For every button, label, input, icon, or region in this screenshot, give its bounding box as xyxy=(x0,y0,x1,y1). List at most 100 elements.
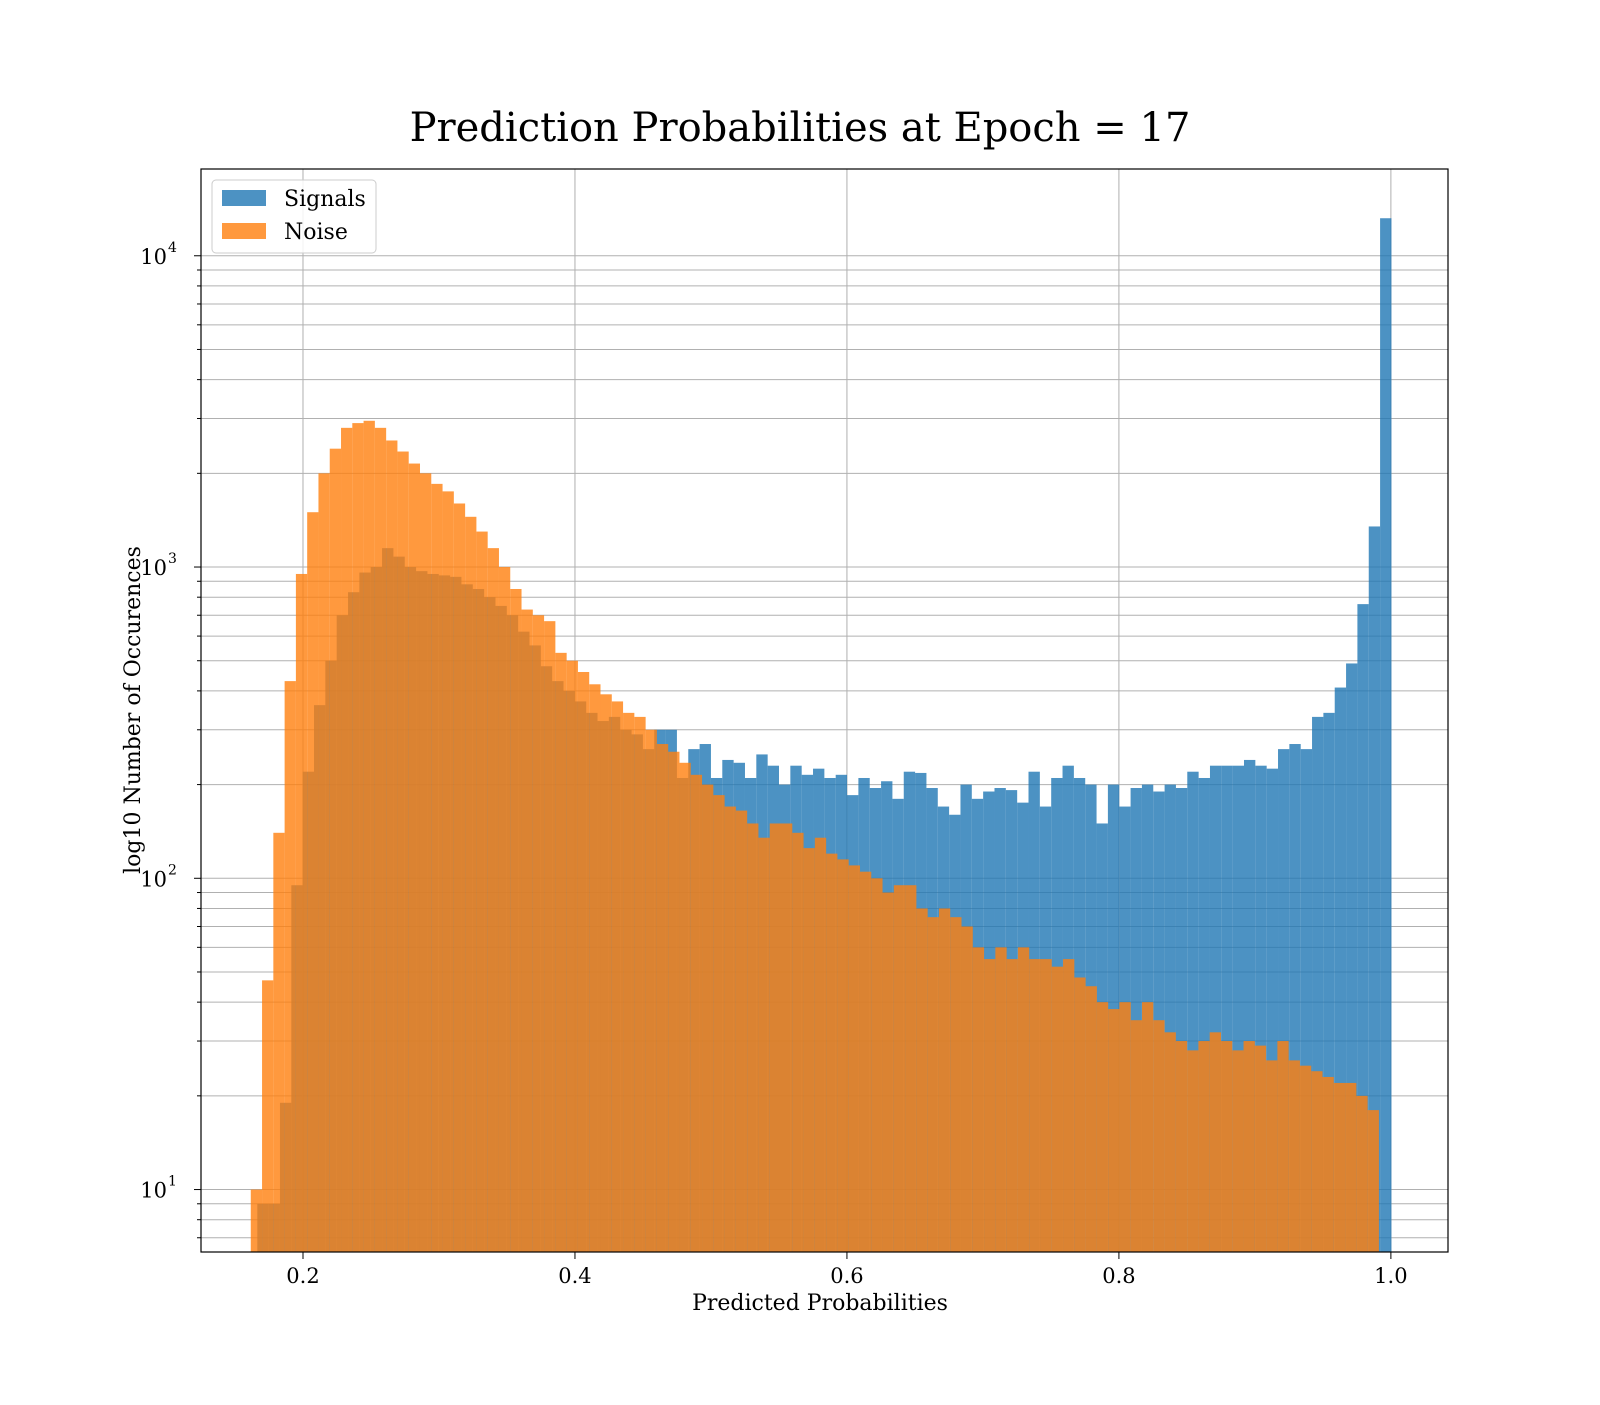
legend-label-noise: Noise xyxy=(284,220,348,245)
plot-frame xyxy=(200,168,1449,1253)
bar-noise xyxy=(645,729,657,1252)
bar-noise xyxy=(465,516,477,1252)
bar-signals xyxy=(1243,759,1256,1252)
bar-noise xyxy=(984,959,996,1252)
bar-noise xyxy=(1322,1076,1334,1252)
bar-noise xyxy=(487,548,499,1252)
y-tick-label-exponent: 2 xyxy=(168,862,177,878)
bar-noise xyxy=(1153,1020,1165,1252)
bar-signals xyxy=(1289,744,1301,1252)
bar-signals xyxy=(1255,765,1267,1252)
bar-noise xyxy=(341,427,353,1252)
bar-noise xyxy=(803,848,815,1252)
legend-swatch-signals xyxy=(222,190,266,206)
bar-noise xyxy=(1232,1050,1244,1252)
bar-noise xyxy=(1017,947,1030,1252)
bar-noise xyxy=(679,762,691,1252)
bar-noise xyxy=(1209,1032,1221,1252)
bar-noise xyxy=(1119,1002,1131,1252)
bar-noise xyxy=(363,420,375,1252)
bar-noise xyxy=(950,917,962,1252)
chart-title: Prediction Probabilities at Epoch = 17 xyxy=(410,105,1191,151)
bar-signals xyxy=(1312,716,1324,1252)
x-axis-label: Predicted Probabilities xyxy=(692,1291,948,1316)
bar-noise xyxy=(476,531,488,1252)
bar-noise xyxy=(1096,1002,1109,1252)
bar-noise xyxy=(713,795,725,1252)
bar-signals xyxy=(1334,687,1347,1252)
y-tick-label-exponent: 3 xyxy=(168,551,177,567)
bar-noise xyxy=(1243,1041,1255,1252)
bar-noise xyxy=(1175,1041,1188,1252)
bar-noise xyxy=(814,837,827,1252)
bar-noise xyxy=(690,774,703,1252)
bar-noise xyxy=(634,716,646,1252)
bar-noise xyxy=(318,473,330,1252)
bar-signals xyxy=(1187,771,1199,1252)
bar-noise xyxy=(374,427,387,1252)
bar-noise xyxy=(442,491,454,1252)
bar-noise xyxy=(566,660,578,1252)
bar-noise xyxy=(1006,959,1018,1252)
bar-noise xyxy=(1029,959,1041,1252)
bar-noise xyxy=(262,980,274,1252)
bar-noise xyxy=(1142,1002,1154,1252)
bar-noise xyxy=(386,440,398,1252)
bar-noise xyxy=(1299,1065,1312,1252)
bar-signals xyxy=(1357,604,1369,1252)
bar-noise xyxy=(1254,1045,1267,1252)
bar-signals xyxy=(1278,749,1290,1252)
bar-noise xyxy=(781,823,793,1252)
bar-noise xyxy=(611,701,624,1252)
bar-noise xyxy=(724,806,736,1252)
bar-noise xyxy=(1074,977,1086,1252)
y-tick-label: 10 xyxy=(140,1179,167,1203)
bar-noise xyxy=(510,588,522,1252)
y-tick-label: 10 xyxy=(140,245,167,269)
bar-noise xyxy=(589,684,601,1252)
bar-noise xyxy=(1040,959,1052,1252)
bar-noise xyxy=(656,744,669,1252)
bar-noise xyxy=(623,712,635,1252)
bar-noise xyxy=(792,832,804,1252)
bar-noise xyxy=(307,512,319,1252)
bar-noise xyxy=(419,473,432,1252)
bar-noise xyxy=(544,621,556,1252)
bar-signals xyxy=(1232,765,1244,1252)
bar-noise xyxy=(1367,1110,1379,1252)
bar-noise xyxy=(961,926,973,1252)
bar-noise xyxy=(453,503,466,1252)
bar-noise xyxy=(758,837,770,1252)
bar-noise xyxy=(295,573,308,1252)
y-tick-label-exponent: 1 xyxy=(168,1174,177,1190)
bar-signals xyxy=(1368,526,1381,1252)
bar-signals xyxy=(1164,784,1176,1252)
bar-noise xyxy=(735,810,748,1252)
bar-noise xyxy=(859,871,872,1252)
x-tick-label: 0.4 xyxy=(558,1264,591,1288)
x-tick-label: 0.2 xyxy=(286,1264,319,1288)
bar-noise xyxy=(893,885,906,1252)
bar-noise xyxy=(1063,959,1075,1252)
bar-noise xyxy=(577,671,590,1252)
bar-noise xyxy=(916,908,928,1252)
bar-noise xyxy=(702,784,714,1252)
bar-noise xyxy=(1130,1020,1143,1252)
bar-noise xyxy=(284,681,296,1252)
bar-noise xyxy=(848,865,860,1252)
bar-signals xyxy=(1221,765,1233,1252)
bar-noise xyxy=(329,448,342,1252)
bar-noise xyxy=(837,859,849,1252)
bar-noise xyxy=(1266,1060,1278,1252)
bar-signals xyxy=(1198,777,1210,1252)
bar-noise xyxy=(250,1189,263,1252)
bar-noise xyxy=(408,463,420,1253)
x-tick-label: 0.6 xyxy=(830,1264,863,1288)
bar-noise xyxy=(1108,1009,1120,1252)
bar-noise xyxy=(600,694,612,1252)
bar-noise xyxy=(532,615,545,1252)
bar-noise xyxy=(927,917,939,1252)
histogram-bars xyxy=(250,218,1392,1253)
